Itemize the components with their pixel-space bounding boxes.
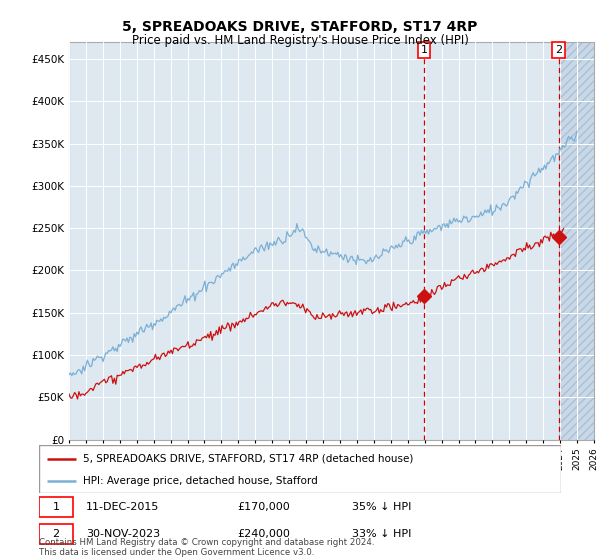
Bar	[559, 42, 594, 440]
Text: £240,000: £240,000	[238, 529, 290, 539]
Bar	[39, 497, 73, 517]
Text: 5, SPREADOAKS DRIVE, STAFFORD, ST17 4RP: 5, SPREADOAKS DRIVE, STAFFORD, ST17 4RP	[122, 20, 478, 34]
Text: 1: 1	[421, 45, 427, 55]
Text: Price paid vs. HM Land Registry's House Price Index (HPI): Price paid vs. HM Land Registry's House …	[131, 34, 469, 46]
Text: HPI: Average price, detached house, Stafford: HPI: Average price, detached house, Staf…	[83, 476, 318, 486]
Bar	[39, 524, 73, 544]
Text: 30-NOV-2023: 30-NOV-2023	[86, 529, 160, 539]
Text: 11-DEC-2015: 11-DEC-2015	[86, 502, 160, 512]
Text: 2: 2	[52, 529, 59, 539]
Text: Contains HM Land Registry data © Crown copyright and database right 2024.
This d: Contains HM Land Registry data © Crown c…	[39, 538, 374, 557]
Bar	[559, 42, 594, 440]
Text: 1: 1	[52, 502, 59, 512]
Text: 2: 2	[555, 45, 562, 55]
Text: 5, SPREADOAKS DRIVE, STAFFORD, ST17 4RP (detached house): 5, SPREADOAKS DRIVE, STAFFORD, ST17 4RP …	[83, 454, 414, 464]
Text: £170,000: £170,000	[238, 502, 290, 512]
Text: 33% ↓ HPI: 33% ↓ HPI	[352, 529, 412, 539]
Text: 35% ↓ HPI: 35% ↓ HPI	[352, 502, 412, 512]
